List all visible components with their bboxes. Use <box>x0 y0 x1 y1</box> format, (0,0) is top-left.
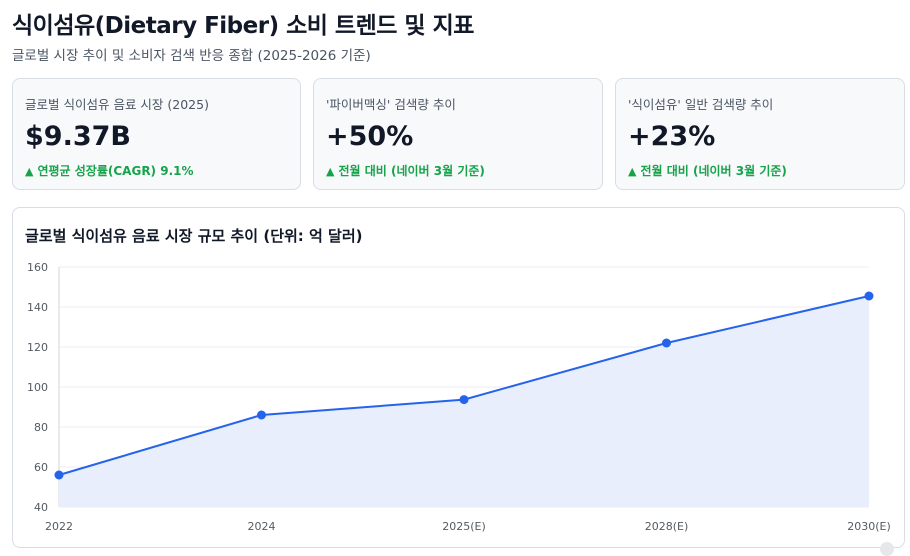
stat-card-value: +23% <box>628 121 716 152</box>
x-tick-label: 2025(E) <box>442 520 486 533</box>
stat-card-market-size: 글로벌 식이섬유 음료 시장 (2025) $9.37B ▲ 연평균 성장률(CA… <box>12 78 301 190</box>
y-tick-label: 120 <box>27 341 48 354</box>
stat-card-value: +50% <box>326 121 414 152</box>
data-point <box>54 470 64 480</box>
stat-card-fiber-search: '식이섬유' 일반 검색량 추이 +23% ▲ 전월 대비 (네이버 3월 기준) <box>615 78 905 190</box>
data-point <box>257 410 266 420</box>
stat-card-delta: ▲ 연평균 성장률(CAGR) 9.1% <box>25 162 194 179</box>
page-subtitle: 글로벌 시장 추이 및 소비자 검색 반응 종합 (2025-2026 기준) <box>12 48 371 64</box>
scroll-indicator <box>880 542 894 556</box>
y-tick-label: 60 <box>34 461 48 474</box>
stat-card-label: '식이섬유' 일반 검색량 추이 <box>628 97 774 112</box>
stat-card-delta-text: 전월 대비 (네이버 3월 기준) <box>640 164 787 178</box>
market-size-chart: 40 60 80 100 120 140 160 2022 2024 2025(E) 2028(E)… <box>27 261 891 533</box>
x-tick-label: 2022 <box>45 520 73 533</box>
x-tick-label: 2030(E) <box>847 520 891 533</box>
y-tick-label: 100 <box>27 381 48 394</box>
data-point <box>662 338 671 348</box>
market-size-chart-panel: 글로벌 식이섬유 음료 시장 규모 추이 (단위: 억 달러) 40 60 80 10… <box>12 207 905 548</box>
stat-card-delta: ▲ 전월 대비 (네이버 3월 기준) <box>628 162 787 179</box>
trend-up-icon: ▲ <box>25 165 34 178</box>
page-title: 식이섬유(Dietary Fiber) 소비 트렌드 및 지표 <box>12 13 474 39</box>
data-point <box>864 291 874 301</box>
stat-card-fibermaxxing: '파이버맥싱' 검색량 추이 +50% ▲ 전월 대비 (네이버 3월 기준) <box>313 78 603 190</box>
stat-card-label: '파이버맥싱' 검색량 추이 <box>326 97 456 112</box>
y-tick-label: 160 <box>27 261 48 274</box>
data-point <box>459 395 469 405</box>
y-tick-label: 80 <box>34 421 48 434</box>
x-tick-label: 2028(E) <box>645 520 689 533</box>
y-tick-label: 40 <box>34 501 48 514</box>
y-tick-label: 140 <box>27 301 48 314</box>
trend-up-icon: ▲ <box>628 165 637 178</box>
stat-card-delta-text: 연평균 성장률(CAGR) 9.1% <box>37 164 194 178</box>
stat-card-value: $9.37B <box>25 121 131 152</box>
stat-card-label: 글로벌 식이섬유 음료 시장 (2025) <box>25 97 209 112</box>
stat-card-delta: ▲ 전월 대비 (네이버 3월 기준) <box>326 162 485 179</box>
trend-up-icon: ▲ <box>326 165 335 178</box>
x-tick-label: 2024 <box>248 520 276 533</box>
stat-card-delta-text: 전월 대비 (네이버 3월 기준) <box>338 164 485 178</box>
chart-title: 글로벌 식이섬유 음료 시장 규모 추이 (단위: 억 달러) <box>25 227 363 245</box>
